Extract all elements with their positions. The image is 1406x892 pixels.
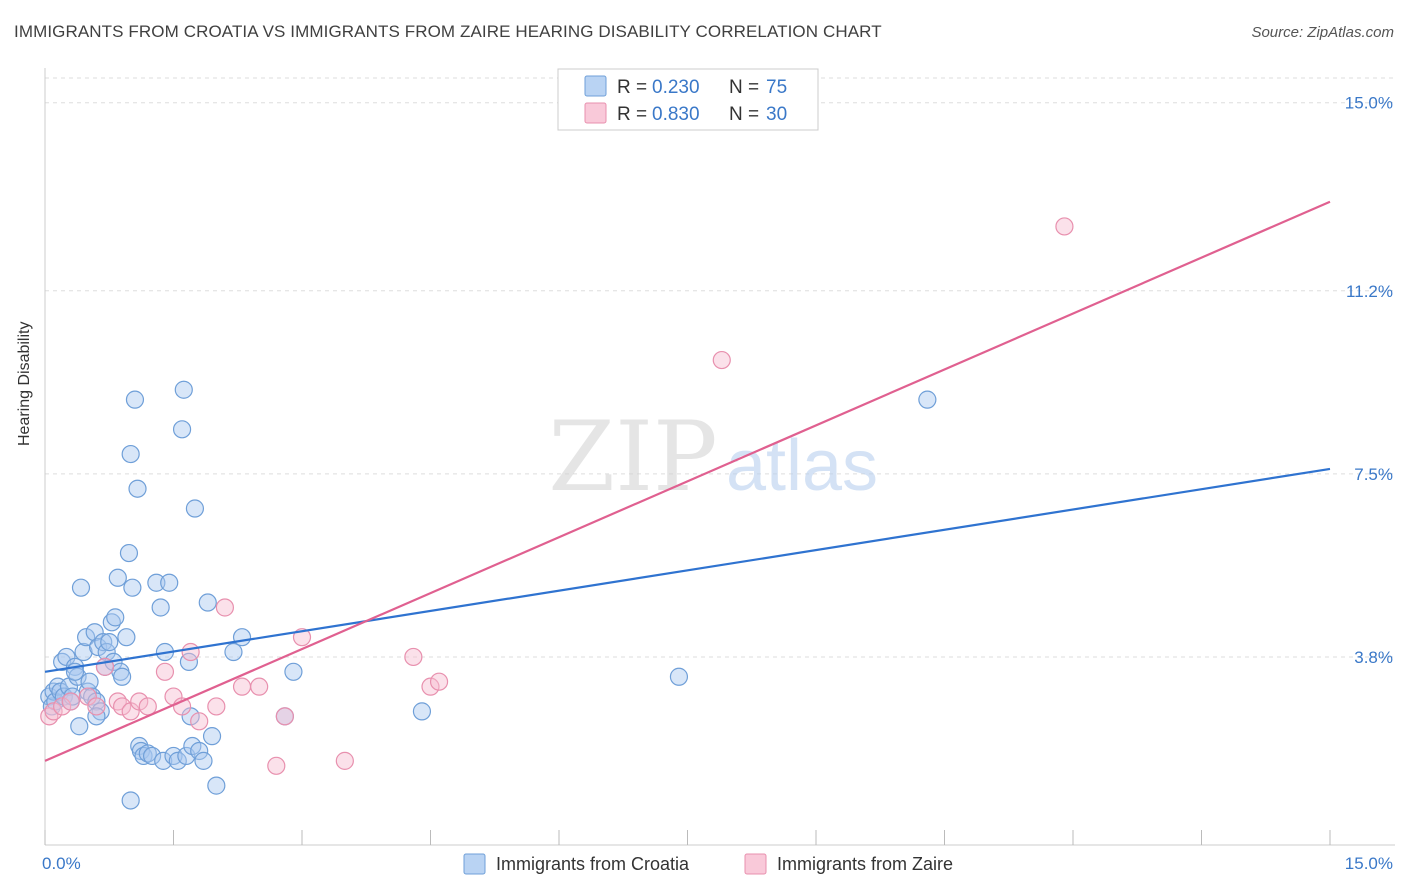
legend-r-label-zaire: R = — [617, 104, 647, 125]
zaire-point — [404, 647, 423, 667]
zaire-point — [335, 751, 354, 770]
croatia-point — [89, 637, 108, 657]
croatia-point — [94, 633, 113, 652]
axes-layer: 3.8% 7.5% 11.2% 15.0% 0.0% 15.0% — [42, 68, 1395, 873]
croatia-point — [106, 608, 125, 627]
zaire-point — [712, 350, 731, 370]
zaire-point — [250, 677, 269, 696]
zaire-point — [232, 677, 252, 696]
legend-n-label-croatia: N = — [729, 77, 759, 98]
croatia-point — [102, 613, 121, 632]
y-tick-label: 15.0% — [1345, 94, 1393, 113]
croatia-point — [68, 667, 87, 686]
croatia-point — [71, 578, 91, 597]
zaire-point — [181, 642, 200, 662]
zaire-point — [130, 692, 149, 711]
legend-swatch-zaire — [584, 102, 607, 124]
watermark-atlas: atlas — [726, 426, 878, 506]
croatia-point — [224, 642, 243, 662]
chart-title: IMMIGRANTS FROM CROATIA VS IMMIGRANTS FR… — [14, 22, 882, 41]
zaire-point — [275, 707, 294, 726]
zaire-point — [1055, 217, 1074, 236]
legend-n-value-croatia: 75 — [766, 77, 787, 98]
legend-r-label-croatia: R = — [617, 77, 647, 98]
croatia-point — [198, 593, 217, 612]
bottom-legend-label-croatia: Immigrants from Croatia — [496, 854, 690, 874]
zaire-point — [207, 697, 226, 716]
croatia-point — [194, 751, 213, 770]
zaire-point — [215, 598, 234, 617]
zaire-point — [44, 702, 63, 721]
points-layer — [40, 217, 1074, 810]
y-tick-label: 7.5% — [1354, 465, 1393, 484]
legend-r-value-zaire: 0.830 — [652, 104, 700, 125]
croatia-point — [669, 667, 689, 686]
croatia-point — [154, 751, 173, 770]
legend-n-value-zaire: 30 — [766, 104, 787, 125]
croatia-point — [117, 628, 136, 647]
croatia-point — [918, 390, 937, 409]
croatia-point — [87, 692, 106, 711]
croatia-point — [70, 717, 89, 736]
croatia-point — [123, 578, 142, 597]
croatia-point — [172, 420, 192, 439]
croatia-point — [131, 741, 151, 761]
bottom-legend-swatch-croatia — [463, 853, 486, 875]
croatia-point — [284, 662, 303, 681]
source-credit: Source: ZipAtlas.com — [1251, 24, 1394, 41]
croatia-point — [207, 776, 226, 795]
zaire-point — [421, 677, 440, 696]
zaire-point — [267, 756, 286, 775]
legend-r-value-croatia: 0.230 — [652, 77, 700, 98]
zaire-point — [429, 672, 449, 691]
croatia-point — [190, 741, 209, 761]
croatia-point — [412, 702, 432, 721]
croatia-point — [80, 672, 99, 691]
legend-swatch-croatia — [584, 75, 607, 97]
x-tick-label: 0.0% — [42, 854, 81, 873]
croatia-point — [174, 380, 193, 399]
croatia-point — [232, 628, 252, 647]
croatia-trend-line — [44, 467, 1331, 673]
watermark-zip: ZIP — [548, 401, 717, 513]
trend-layer — [44, 200, 1331, 762]
croatia-point — [151, 598, 170, 617]
croatia-point — [119, 543, 139, 563]
croatia-point — [202, 727, 222, 746]
zaire-trend-line — [44, 200, 1331, 762]
croatia-point — [112, 667, 132, 686]
zaire-point — [61, 692, 80, 711]
croatia-point — [142, 746, 162, 766]
croatia-point — [185, 499, 205, 518]
croatia-point — [77, 628, 96, 647]
croatia-point — [147, 573, 166, 592]
zaire-point — [53, 697, 72, 716]
legend-n-label-zaire: N = — [729, 104, 759, 125]
croatia-point — [121, 444, 140, 464]
croatia-point — [121, 791, 140, 810]
zaire-point — [87, 697, 106, 716]
croatia-point — [100, 633, 119, 652]
legend-box: R = 0.230 N = 75 R = 0.830 N = 30 — [557, 68, 819, 131]
zaire-point — [112, 697, 132, 716]
watermark-layer: ZIP atlas — [548, 401, 878, 513]
y-tick-label: 3.8% — [1354, 648, 1393, 667]
zaire-point — [190, 712, 209, 731]
y-tick-label: 11.2% — [1346, 282, 1393, 301]
bottom-legend: Immigrants from Croatia Immigrants from … — [463, 853, 953, 875]
croatia-point — [168, 751, 187, 770]
zaire-point — [155, 662, 175, 681]
croatia-point — [128, 479, 147, 498]
bottom-legend-swatch-zaire — [744, 853, 767, 875]
croatia-point — [160, 573, 179, 592]
x-tick-label: 15.0% — [1345, 854, 1393, 873]
croatia-point — [87, 707, 106, 726]
croatia-point — [108, 568, 127, 587]
bottom-legend-label-zaire: Immigrants from Zaire — [777, 854, 953, 874]
croatia-point — [74, 642, 93, 662]
croatia-point — [125, 390, 145, 409]
